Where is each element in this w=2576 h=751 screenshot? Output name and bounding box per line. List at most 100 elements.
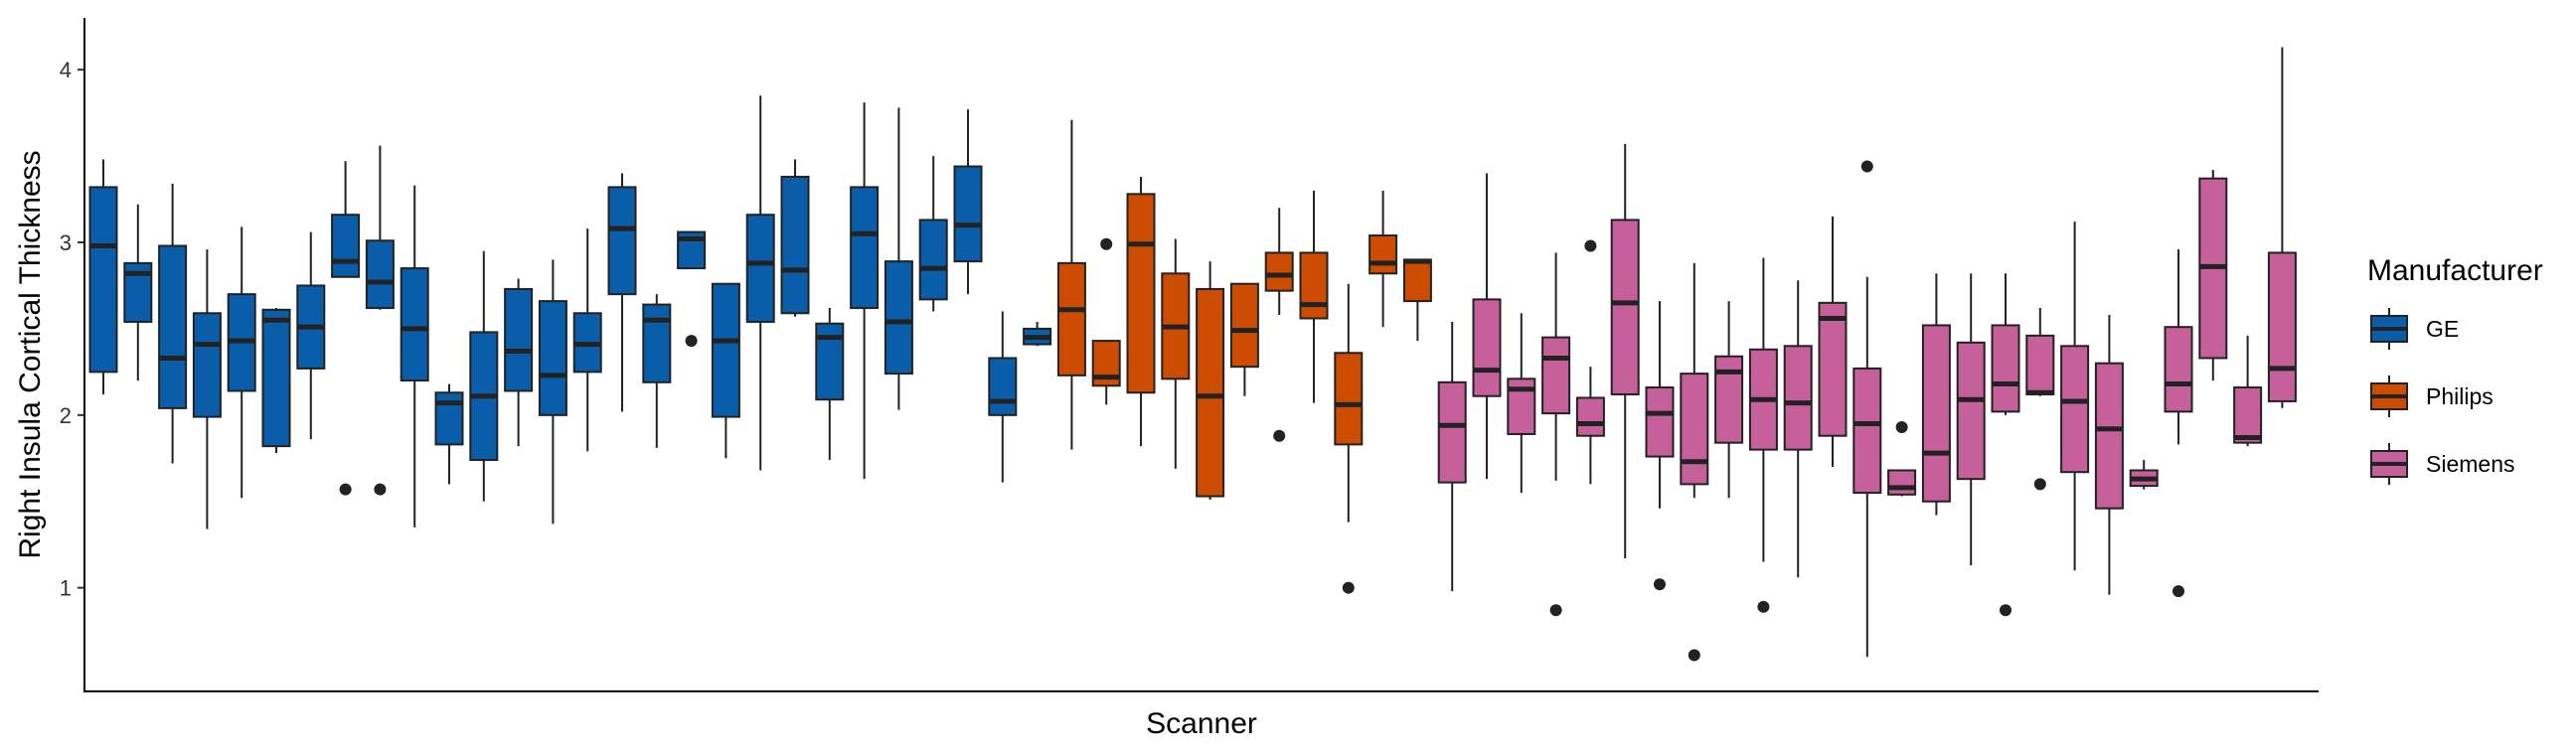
box-ge — [607, 173, 637, 412]
box-outlier — [1860, 160, 1873, 173]
box-iqr — [1610, 219, 1640, 395]
box-iqr — [2025, 334, 2055, 395]
box-siemens — [1887, 421, 1917, 497]
box-ge — [123, 204, 153, 381]
box-ge — [884, 107, 913, 410]
box-outlier — [1688, 649, 1700, 662]
box-philips — [1056, 119, 1086, 450]
box-ge — [538, 259, 567, 525]
box-iqr — [1472, 298, 1502, 397]
box-iqr — [504, 287, 534, 392]
y-tick-label: 1 — [60, 576, 72, 601]
box-iqr — [400, 267, 429, 382]
box-iqr — [434, 391, 464, 446]
box-iqr — [2267, 251, 2297, 402]
box-siemens — [1956, 273, 1986, 566]
box-iqr — [88, 186, 118, 374]
box-philips — [1264, 208, 1294, 442]
box-iqr — [1714, 355, 1744, 444]
box-outlier — [2173, 585, 2184, 598]
box-ge — [158, 183, 188, 464]
box-siemens — [1472, 173, 1502, 480]
box-iqr — [158, 244, 188, 409]
box-iqr — [1818, 301, 1848, 437]
box-siemens — [1818, 216, 1848, 467]
box-iqr — [1368, 234, 1398, 275]
box-iqr — [1575, 396, 1605, 437]
box-iqr — [1645, 386, 1675, 458]
box-ge — [504, 278, 534, 447]
box-iqr — [1264, 251, 1294, 292]
box-philips — [1402, 258, 1432, 342]
box-iqr — [1229, 282, 1259, 369]
box-ge — [469, 250, 499, 502]
legend-label: Siemens — [2426, 451, 2514, 477]
box-iqr — [1991, 324, 2020, 413]
box-iqr — [780, 175, 810, 315]
box-outlier — [1549, 604, 1562, 617]
box-outlier — [339, 483, 352, 496]
box-outlier — [1757, 600, 1770, 613]
box-siemens — [1437, 321, 1467, 592]
box-iqr — [2094, 362, 2124, 510]
box-ge — [331, 161, 361, 496]
box-ge — [296, 231, 326, 440]
legend-entry-philips: Philips — [2370, 376, 2494, 417]
box-siemens — [1645, 301, 1675, 591]
box-ge — [918, 156, 948, 312]
legend: Manufacturer GE Philips Siemens — [2367, 254, 2543, 485]
box-outlier — [2000, 604, 2012, 617]
box-iqr — [1783, 345, 1813, 451]
box-siemens — [2060, 222, 2090, 571]
box-ge — [365, 145, 395, 496]
box-iqr — [331, 214, 361, 278]
box-iqr — [261, 308, 291, 448]
box-iqr — [2060, 345, 2090, 474]
box-siemens — [1852, 160, 1882, 658]
box-siemens — [2198, 169, 2228, 381]
y-tick-label: 4 — [60, 58, 72, 82]
box-siemens — [1507, 313, 1536, 494]
box-ge — [642, 294, 672, 448]
box-siemens — [1680, 262, 1709, 662]
box-siemens — [2025, 308, 2055, 491]
box-ge — [815, 308, 845, 461]
y-axis-ticks: 1 2 3 4 — [60, 58, 84, 601]
box-iqr — [1402, 258, 1432, 303]
box-iqr — [850, 186, 880, 310]
box-outlier — [1273, 429, 1286, 442]
box-ge — [745, 95, 775, 471]
box-iqr — [192, 312, 222, 418]
box-iqr — [745, 214, 775, 323]
box-ge — [677, 230, 707, 348]
box-ge — [88, 159, 118, 394]
box-iqr — [1437, 380, 1467, 484]
box-ge — [261, 308, 291, 454]
box-outlier — [1100, 237, 1113, 250]
box-philips — [1091, 237, 1121, 405]
y-tick-label: 2 — [60, 403, 72, 428]
box-iqr — [538, 300, 567, 416]
box-iqr — [1887, 469, 1917, 496]
box-ge — [988, 311, 1018, 483]
box-iqr — [365, 239, 395, 310]
box-siemens — [2164, 248, 2193, 598]
box-siemens — [2129, 460, 2159, 490]
box-siemens — [2267, 47, 2297, 408]
box-philips — [1161, 238, 1191, 469]
box-iqr — [2233, 386, 2263, 444]
box-ge — [953, 109, 983, 295]
box-outlier — [685, 335, 698, 348]
box-iqr — [607, 186, 637, 296]
box-iqr — [642, 303, 672, 383]
legend-entry-ge: GE — [2370, 308, 2459, 350]
x-axis-title: Scanner — [1146, 707, 1257, 740]
box-siemens — [1921, 273, 1951, 516]
box-iqr — [1334, 352, 1364, 446]
box-siemens — [1714, 301, 1744, 499]
box-ge — [780, 159, 810, 317]
legend-entry-siemens: Siemens — [2370, 443, 2514, 485]
box-ge — [572, 228, 602, 452]
box-iqr — [1196, 287, 1225, 498]
